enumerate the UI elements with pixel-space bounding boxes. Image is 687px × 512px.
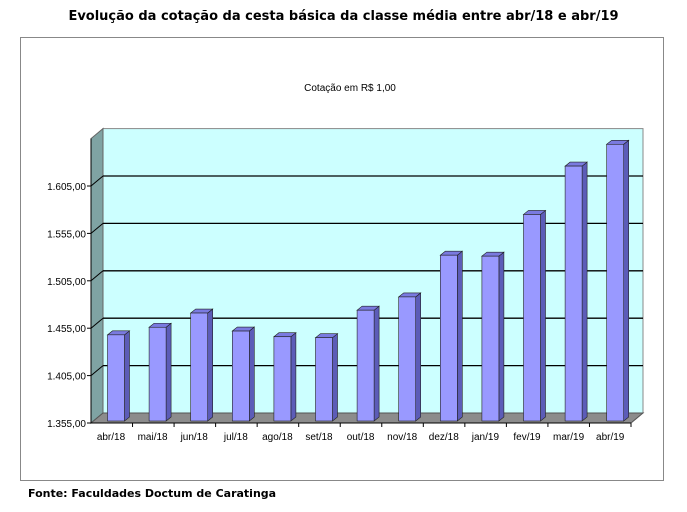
y-tick-label: 1.555,00 — [47, 229, 86, 240]
x-tick-label: dez/18 — [429, 432, 459, 443]
y-tick-label: 1.505,00 — [47, 277, 86, 288]
bar-side — [207, 308, 213, 422]
bar-side — [623, 139, 630, 422]
bar-jun/18 — [190, 312, 208, 422]
bar-side — [415, 292, 422, 422]
bar-ago/18 — [273, 336, 292, 422]
x-tick-label: jun/18 — [180, 432, 209, 443]
x-tick-label: ago/18 — [262, 432, 293, 443]
bar-abr/19 — [606, 143, 625, 422]
bar-side — [540, 209, 546, 422]
bar-jan/19 — [481, 255, 500, 422]
x-tick-label: out/18 — [347, 432, 375, 443]
x-tick-label: mar/19 — [553, 432, 585, 443]
x-tick-label: abr/19 — [596, 432, 625, 443]
bar-out/18 — [356, 309, 375, 422]
y-tick-label: 1.405,00 — [47, 372, 86, 383]
gridline-side — [90, 175, 104, 187]
bar-side — [249, 326, 255, 422]
y-tick-label: 1.605,00 — [47, 182, 86, 193]
x-tick-label: jul/18 — [223, 432, 248, 443]
bar-mar/19 — [564, 165, 583, 422]
x-tick-label: nov/18 — [387, 432, 417, 443]
bar-side — [373, 305, 380, 422]
bar-set/18 — [315, 337, 333, 422]
x-tick-label: jan/19 — [471, 432, 500, 443]
bar-side — [290, 332, 297, 422]
bar-side — [332, 333, 338, 422]
x-tick-label: set/18 — [305, 432, 333, 443]
gridline-side — [90, 317, 104, 329]
bar-jul/18 — [232, 330, 250, 422]
gridline-side — [90, 270, 104, 282]
x-tick-label: fev/19 — [513, 432, 541, 443]
source-footer: Fonte: Faculdades Doctum de Caratinga — [28, 487, 277, 500]
bar-side — [124, 330, 130, 422]
chart-title: Evolução da cotação da cesta básica da c… — [68, 9, 619, 24]
bar-nov/18 — [398, 296, 417, 422]
gridline-side — [90, 223, 104, 234]
gridline-side — [90, 365, 104, 376]
bar-abr/18 — [107, 334, 125, 422]
y-tick-label: 1.355,00 — [47, 419, 86, 430]
bar-side — [456, 250, 463, 422]
bar-dez/18 — [439, 254, 458, 422]
x-tick-label: abr/18 — [97, 432, 126, 443]
bar-mai/18 — [148, 326, 167, 422]
bar-side — [498, 251, 505, 422]
chart-subtitle: Cotação em R$ 1,00 — [304, 83, 396, 94]
bar-side — [165, 322, 172, 422]
y-tick-label: 1.455,00 — [47, 324, 86, 335]
bar-fev/19 — [523, 214, 541, 422]
x-tick-label: mai/18 — [138, 432, 168, 443]
bar-side — [581, 161, 588, 422]
chart-frame — [20, 37, 664, 481]
